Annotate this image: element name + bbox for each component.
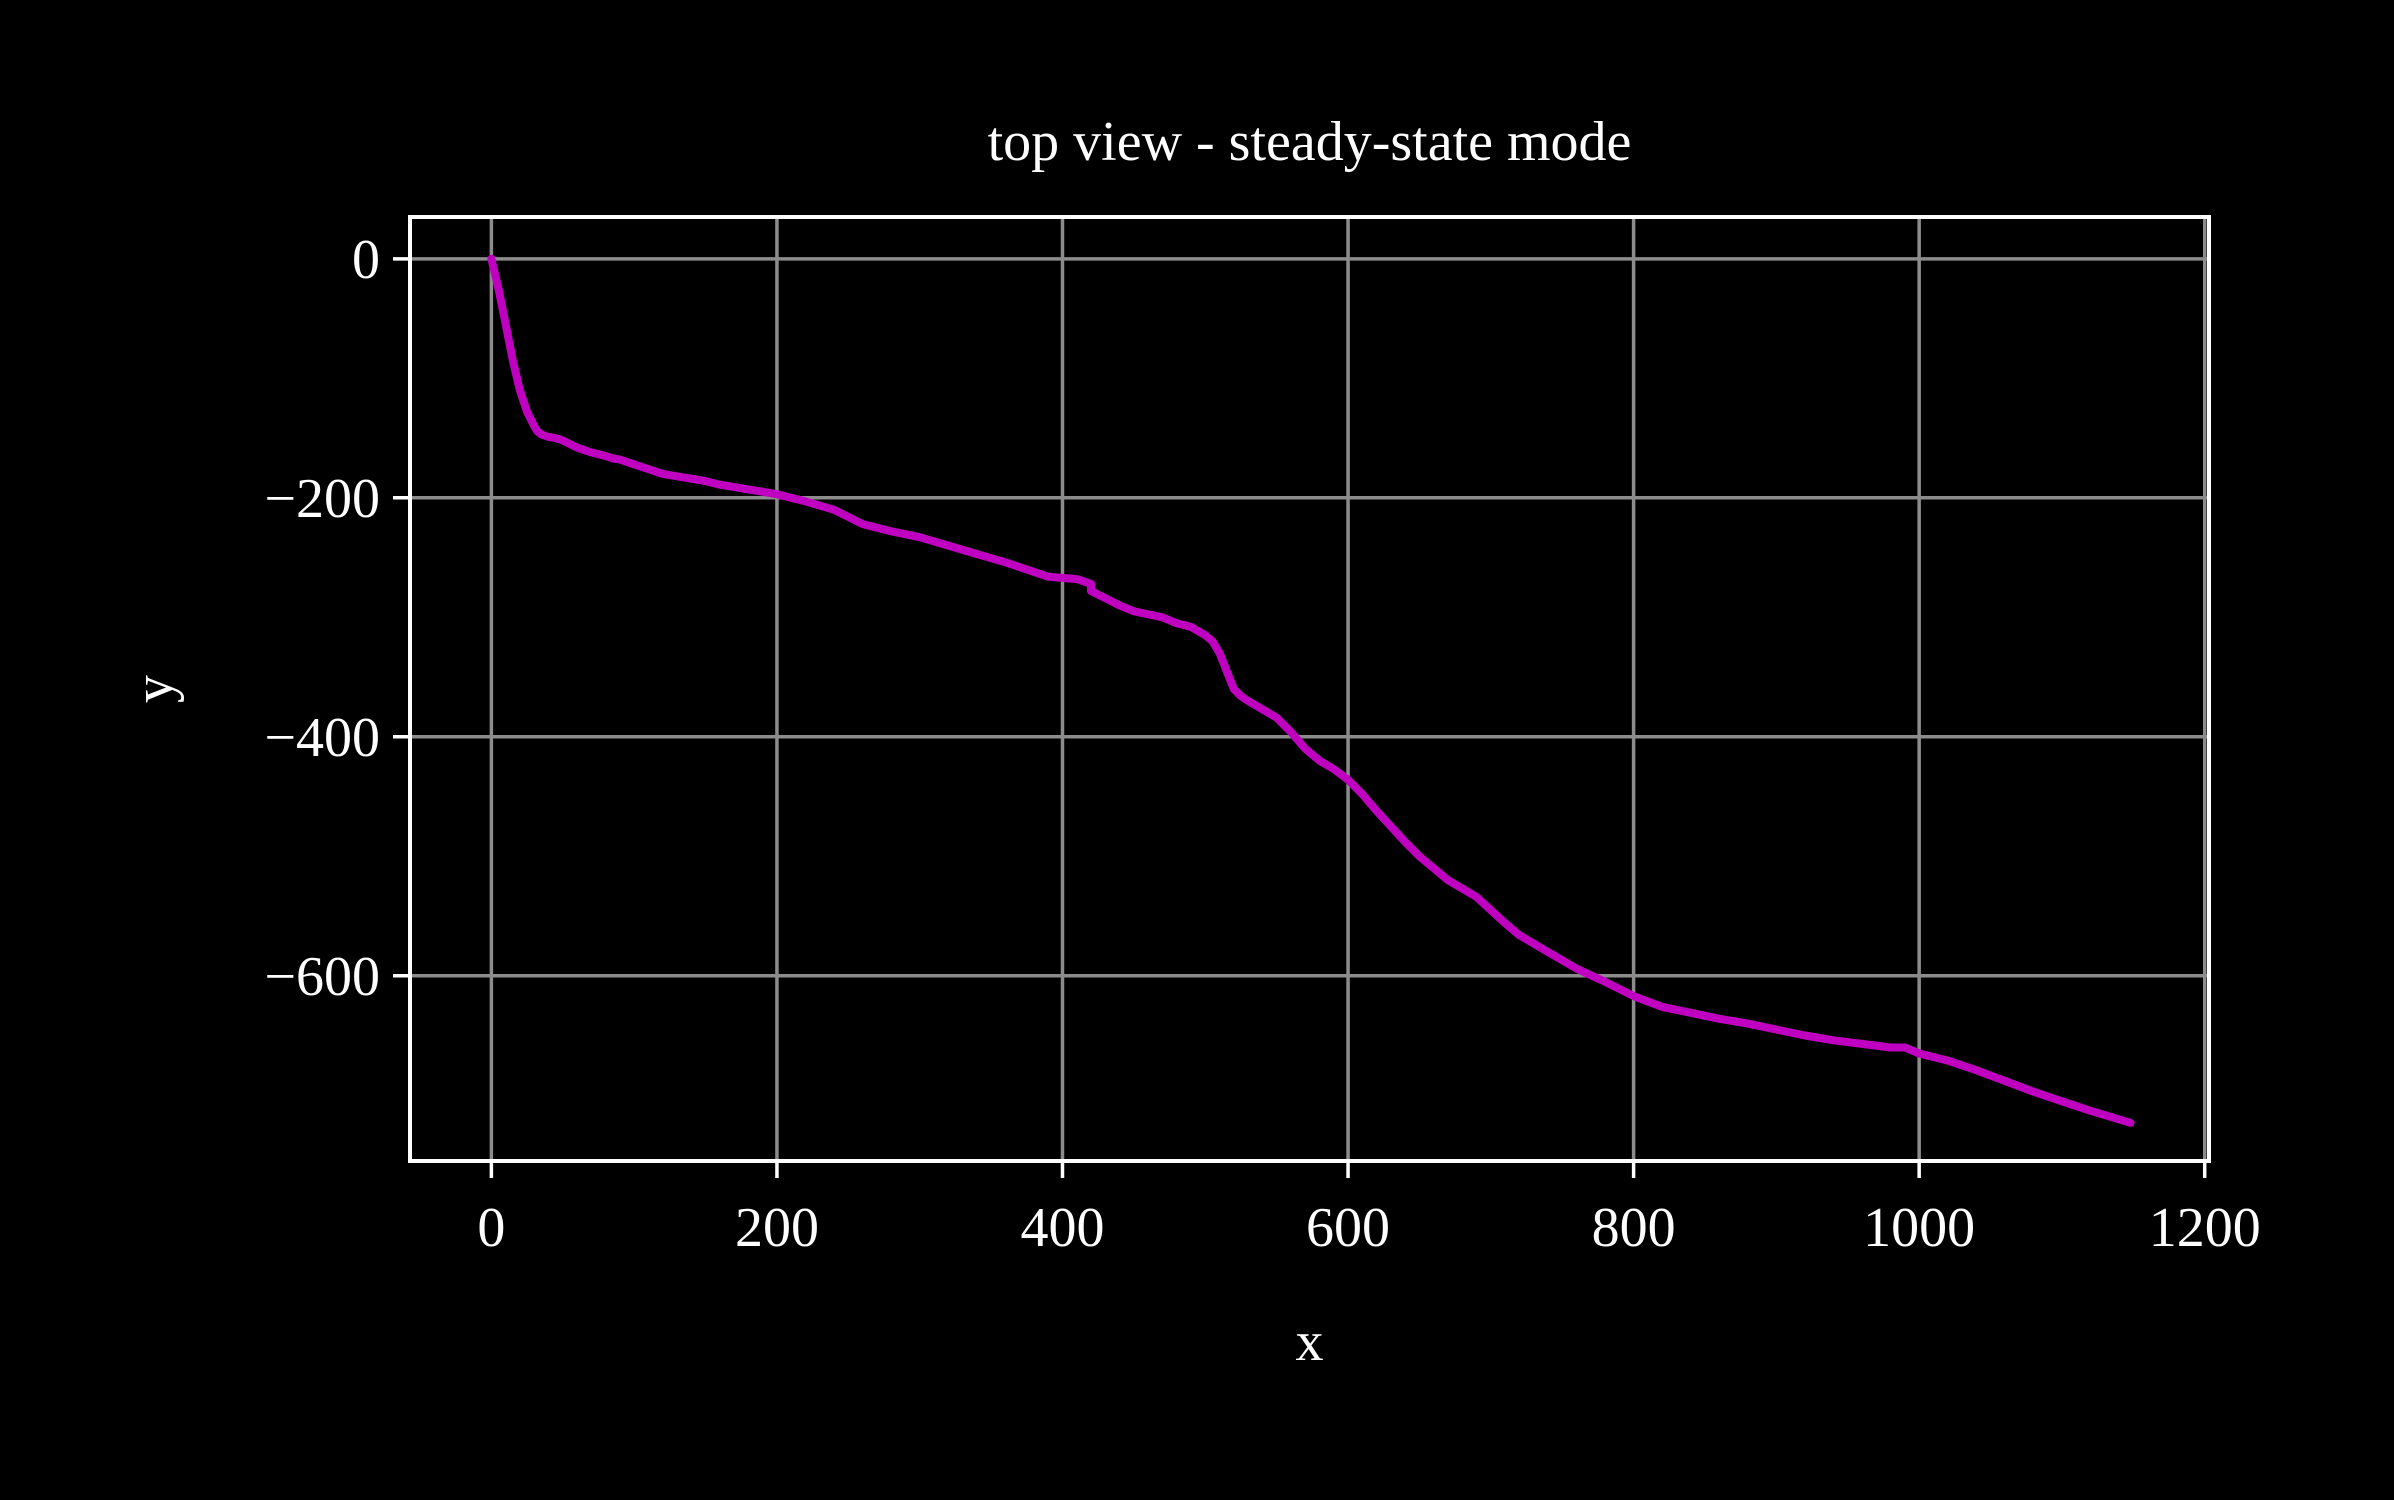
x-axis-label: x <box>1296 1311 1324 1373</box>
series-line <box>487 254 2135 1127</box>
y-tick-label: −600 <box>264 946 380 1008</box>
grid-lines <box>410 217 2209 1161</box>
y-tick-label: −200 <box>264 468 380 530</box>
x-tick-label: 1200 <box>2149 1197 2261 1259</box>
y-tick-label: 0 <box>352 229 380 291</box>
x-tick-label: 200 <box>735 1197 819 1259</box>
x-tick-label: 1000 <box>1863 1197 1975 1259</box>
x-tick-label: 800 <box>1592 1197 1676 1259</box>
plot-frame <box>408 215 2211 1163</box>
x-tick-label: 0 <box>477 1197 505 1259</box>
x-tick-label: 400 <box>1020 1197 1104 1259</box>
x-tick-label: 600 <box>1306 1197 1390 1259</box>
y-axis-label: y <box>123 675 185 703</box>
axis-ticks: 0 200 400 600 800 1000 1200 0 −200 −400 −600 <box>264 229 2260 1259</box>
y-tick-label: −400 <box>264 707 380 769</box>
chart-title: top view - steady-state mode <box>988 111 1632 173</box>
series-layer <box>487 254 2135 1127</box>
